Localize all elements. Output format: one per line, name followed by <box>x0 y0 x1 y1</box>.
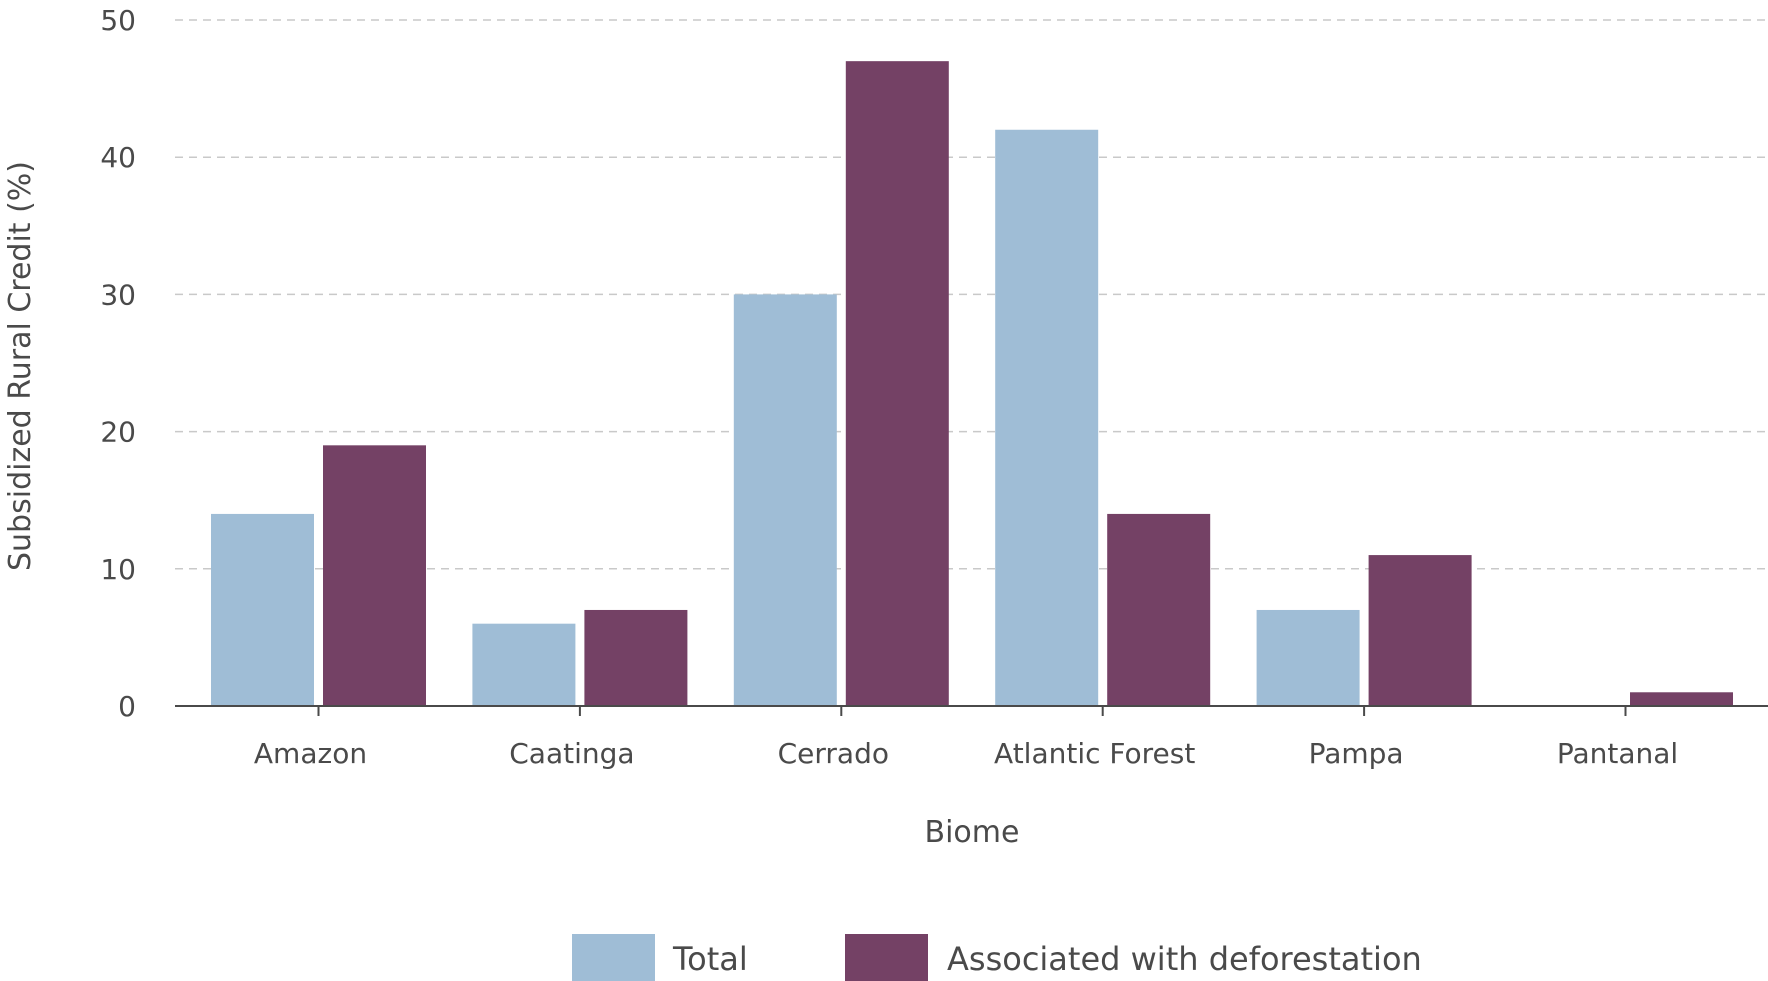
x-tick-label: Pantanal <box>1557 737 1678 770</box>
bar-total-caatinga <box>472 623 576 706</box>
bar-deforestation-pantanal <box>1630 692 1733 706</box>
bars <box>211 61 1733 707</box>
x-tick-label: Cerrado <box>778 737 889 770</box>
bar-total-amazon <box>211 513 314 706</box>
y-tick-label: 40 <box>100 141 136 174</box>
bar-total-atlantic-forest <box>995 129 1099 706</box>
x-tick-label: Caatinga <box>509 737 634 770</box>
bar-deforestation-pampa <box>1368 555 1472 706</box>
x-tick-label: Amazon <box>254 737 367 770</box>
x-axis <box>175 705 1768 716</box>
y-tick-label: 0 <box>118 690 136 723</box>
legend-swatch-deforestation <box>845 934 928 981</box>
x-tick-label: Atlantic Forest <box>994 737 1195 770</box>
x-tick-label: Pampa <box>1309 737 1404 770</box>
x-axis-title: Biome <box>925 815 1020 850</box>
y-axis-ticks: 0 10 20 30 40 50 <box>100 4 136 723</box>
y-tick-label: 20 <box>100 416 136 449</box>
legend-label-total: Total <box>672 940 748 978</box>
bar-deforestation-atlantic-forest <box>1107 513 1211 706</box>
bar-total-pampa <box>1256 609 1360 706</box>
y-tick-label: 10 <box>100 553 136 586</box>
legend: Total Associated with deforestation <box>572 934 1422 981</box>
y-tick-label: 50 <box>100 4 136 37</box>
bar-total-cerrado <box>733 294 837 706</box>
y-tick-label: 30 <box>100 278 136 311</box>
x-axis-ticks: Amazon Caatinga Cerrado Atlantic Forest Pamp… <box>254 737 1678 770</box>
bar-deforestation-amazon <box>323 445 426 706</box>
bar-deforestation-cerrado <box>845 61 949 707</box>
bar-deforestation-caatinga <box>584 609 688 706</box>
legend-label-deforestation: Associated with deforestation <box>947 940 1422 978</box>
y-axis-title: Subsidized Rural Credit (%) <box>3 161 38 571</box>
legend-swatch-total <box>572 934 655 981</box>
